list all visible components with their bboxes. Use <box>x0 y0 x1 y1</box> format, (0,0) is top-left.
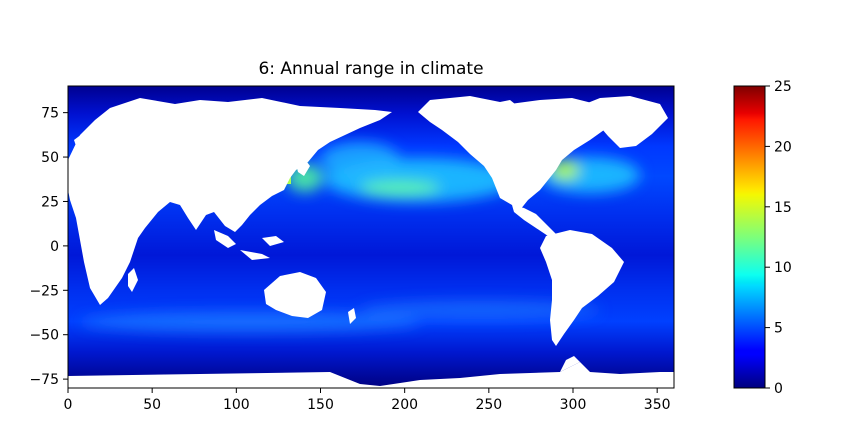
land-eurasia-africa <box>68 98 392 305</box>
land-japan <box>296 158 310 176</box>
colorbar-tick-label: 25 <box>774 79 792 95</box>
x-tick-label: 100 <box>223 397 250 413</box>
y-tick-label: 25 <box>41 194 59 210</box>
chart-title: 6: Annual range in climate <box>258 59 483 79</box>
colorbar-ticks: 0 5 10 15 20 25 <box>765 79 792 397</box>
colorbar-tick-label: 0 <box>774 381 783 397</box>
colorbar-tick-label: 10 <box>774 260 792 276</box>
x-tick-label: 350 <box>644 397 671 413</box>
highlight-pacific-3 <box>320 142 400 178</box>
x-tick-label: 250 <box>475 397 502 413</box>
land-greenland <box>580 96 668 148</box>
field-highlights <box>70 142 640 332</box>
highlight-south-band <box>80 312 420 332</box>
colorbar-gradient <box>734 86 765 388</box>
land-central-america <box>512 205 556 236</box>
colorbar-frame <box>733 85 766 389</box>
land-indonesia <box>214 230 284 260</box>
colorbar-tick-label: 20 <box>774 139 792 155</box>
y-tick-label: 50 <box>41 150 59 166</box>
y-tick-label: 0 <box>50 239 59 255</box>
x-tick-label: 0 <box>64 397 73 413</box>
highlight-kuroshio <box>287 164 323 192</box>
highlight-south-band-2 <box>360 301 600 319</box>
y-tick-label: −25 <box>29 283 59 299</box>
land-antarctic-peninsula <box>560 356 580 372</box>
land-masks <box>68 96 674 388</box>
colorbar: 0 5 10 15 20 25 <box>733 79 792 397</box>
x-tick-label: 300 <box>560 397 587 413</box>
colorbar-tick-label: 5 <box>774 321 783 337</box>
land-madagascar <box>128 268 138 292</box>
land-arctic-islands <box>490 100 566 114</box>
plot-area <box>68 86 674 388</box>
land-uk <box>74 134 86 152</box>
y-axis: 75 50 25 0 −25 −50 −75 <box>29 106 68 388</box>
colorbar-tick-label: 15 <box>774 200 792 216</box>
x-tick-label: 150 <box>307 397 334 413</box>
land-south-america <box>540 230 624 346</box>
land-antarctica <box>68 362 674 388</box>
x-axis: 0 50 100 150 200 250 300 350 <box>64 388 671 413</box>
y-tick-label: −75 <box>29 372 59 388</box>
y-tick-label: 75 <box>41 106 59 122</box>
highlight-pacific-2 <box>360 180 440 196</box>
y-tick-label: −50 <box>29 328 59 344</box>
land-new-zealand <box>348 308 356 324</box>
x-tick-label: 200 <box>391 397 418 413</box>
land-north-america <box>418 96 630 210</box>
plot-frame <box>67 85 675 389</box>
land-australia <box>264 272 326 318</box>
x-tick-label: 50 <box>143 397 161 413</box>
